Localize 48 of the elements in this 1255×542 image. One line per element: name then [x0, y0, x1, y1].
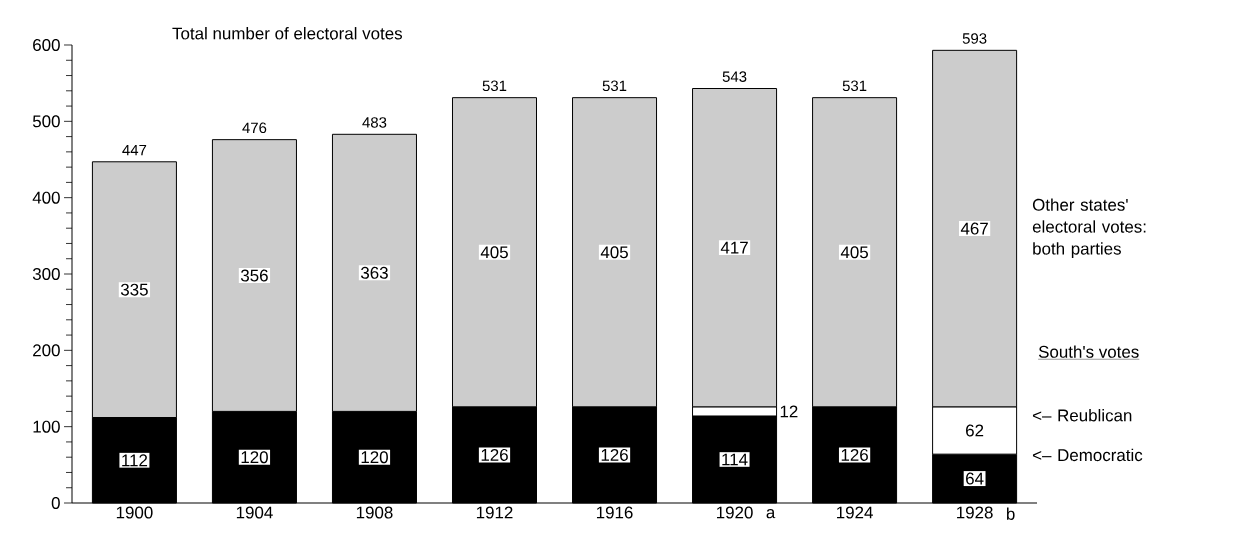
y-tick-label: 200	[33, 344, 60, 357]
total-label: 476	[242, 122, 267, 134]
text: South's votes	[1038, 345, 1139, 358]
x-tick-label: 1900	[116, 506, 153, 519]
y-tick-label: 500	[32, 115, 60, 128]
y-tick-label: 600	[33, 39, 60, 51]
total-label: 531	[602, 80, 627, 92]
data-label: 405	[600, 246, 628, 259]
data-label: 120	[361, 451, 388, 464]
y-tick-label: 100	[33, 420, 60, 433]
x-tick-label: 1920	[717, 506, 753, 519]
total-label: 531	[482, 80, 507, 92]
text: a	[766, 509, 776, 519]
data-label: 335	[120, 283, 148, 296]
total-label: 593	[962, 33, 987, 44]
x-tick-label: 1908	[356, 506, 393, 519]
x-tick-label: 1924	[837, 506, 873, 519]
data-label: 417	[720, 241, 748, 254]
total-label: 531	[842, 80, 867, 92]
data-label: 405	[840, 246, 868, 259]
series-label: <– Democratic	[1032, 448, 1143, 462]
data-label: 62	[966, 424, 984, 437]
data-label: 64	[966, 472, 984, 485]
x-tick-label: 1904	[236, 506, 273, 519]
data-label: 363	[360, 266, 388, 279]
data-label: 114	[722, 453, 748, 466]
x-tick-label: 1916	[596, 506, 633, 519]
x-tick-label: 1912	[476, 506, 513, 519]
data-label: 112	[122, 454, 148, 467]
y-tick-label: 400	[32, 191, 60, 204]
total-label: 543	[722, 71, 747, 82]
data-label: 126	[601, 448, 628, 461]
data-label: 12	[780, 405, 798, 418]
series-label: <– Reublican	[1032, 409, 1132, 422]
x-tick-label: 1928	[957, 506, 993, 519]
data-label: 120	[241, 451, 268, 464]
text: b	[1007, 507, 1015, 520]
data-label: 126	[481, 448, 508, 461]
chart-title: Total number of electoral votes	[172, 27, 403, 40]
total-label: 483	[362, 117, 387, 128]
data-label: 467	[960, 222, 988, 235]
total-label: 447	[122, 144, 147, 156]
series-label: Other states' electoral votes: both parties	[1032, 198, 1146, 259]
y-tick-label: 300	[32, 268, 60, 280]
data-label: 126	[841, 448, 868, 461]
y-tick-label: 0	[51, 497, 60, 509]
data-label: 356	[240, 269, 268, 282]
data-label: 405	[480, 246, 508, 259]
